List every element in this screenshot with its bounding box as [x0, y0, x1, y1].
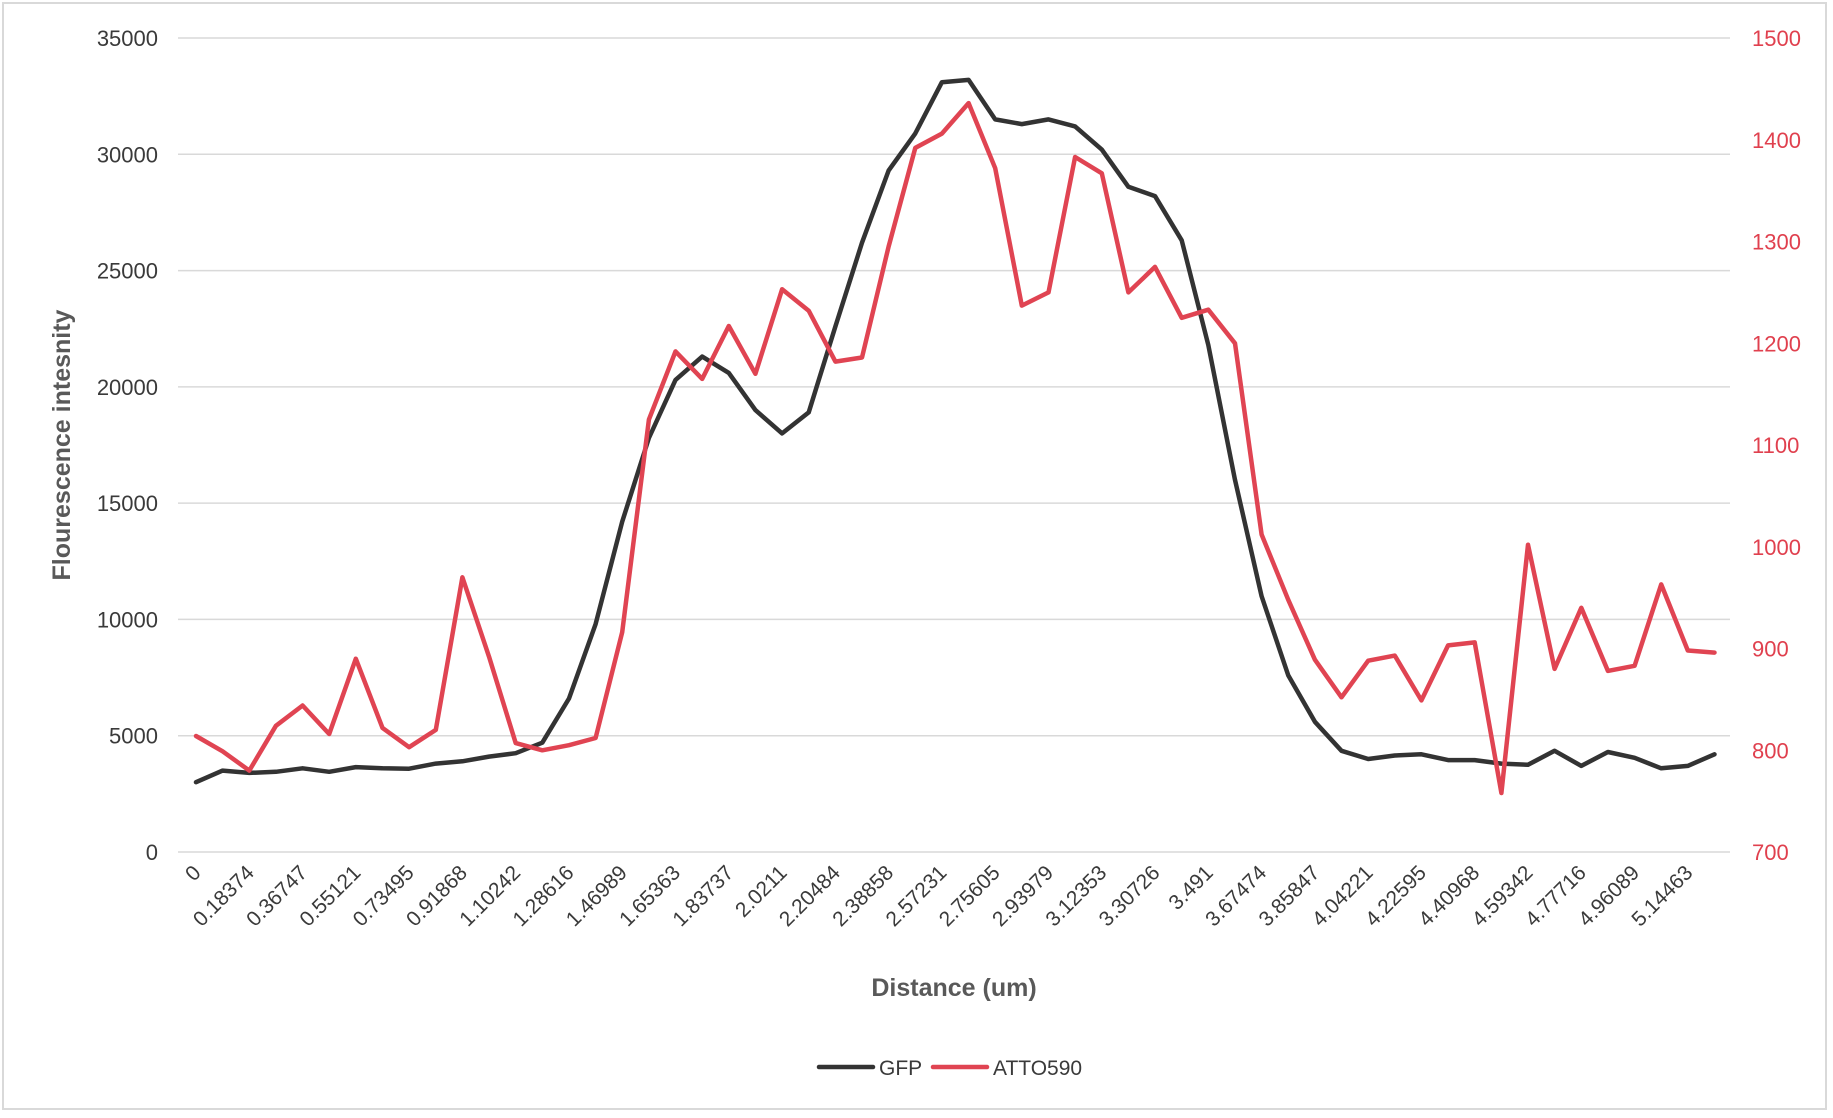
y-left-tick-label: 15000	[97, 491, 158, 516]
y-left-tick-label: 25000	[97, 259, 158, 284]
gridlines	[178, 37, 1730, 853]
y-left-tick-label: 0	[146, 840, 158, 865]
y-right-tick-label: 1200	[1752, 331, 1801, 356]
y-left-tick-label: 20000	[97, 375, 158, 400]
y-axis-title: Flourescence intesnity	[48, 309, 76, 580]
y-left-tick-label: 10000	[97, 607, 158, 632]
legend: GFP ATTO590	[816, 1057, 1082, 1080]
x-axis-ticks: 00.183740.367470.551210.734950.918681.10…	[181, 861, 1697, 931]
legend-label: GFP	[879, 1057, 922, 1080]
y-right-tick-label: 1000	[1752, 535, 1801, 560]
series-line-gfp	[193, 77, 1717, 785]
y-left-tick-label: 35000	[97, 26, 158, 51]
y-right-tick-label: 900	[1752, 637, 1789, 662]
y-right-tick-label: 1100	[1752, 433, 1799, 458]
right-axis-ticks: 700 800 900 1000 1100 1200 1300 1400 1500	[1752, 26, 1801, 865]
left-axis-ticks: 0 5000 10000 15000 20000 25000 30000 35000	[97, 26, 158, 865]
y-left-tick-label: 5000	[109, 724, 158, 749]
x-axis-title: Distance (um)	[871, 974, 1036, 1002]
legend-label: ATTO590	[993, 1057, 1082, 1080]
y-right-tick-label: 1300	[1752, 230, 1801, 255]
series-line-atto590	[193, 100, 1717, 796]
y-right-tick-label: 700	[1752, 840, 1789, 865]
y-left-tick-label: 30000	[97, 142, 158, 167]
series-layer	[193, 77, 1717, 796]
y-right-tick-label: 800	[1752, 738, 1789, 763]
y-right-tick-label: 1500	[1752, 26, 1801, 51]
x-tick-label: 0	[181, 861, 206, 886]
y-right-tick-label: 1400	[1752, 128, 1801, 153]
